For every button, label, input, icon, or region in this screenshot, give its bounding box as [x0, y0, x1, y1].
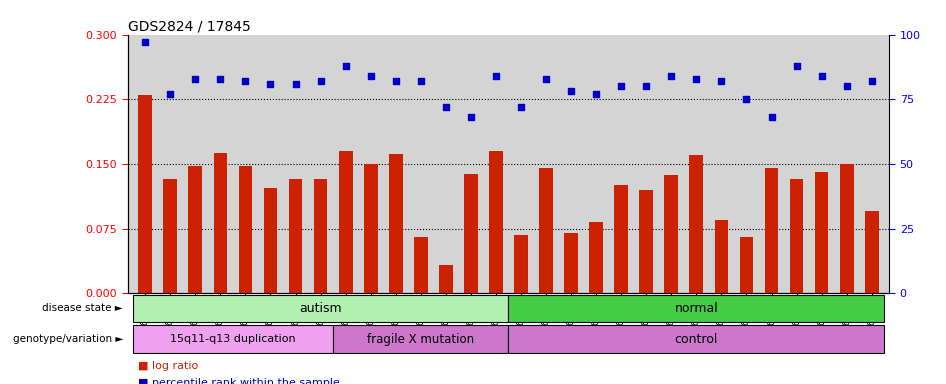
- Bar: [589, 222, 603, 293]
- Bar: [764, 168, 779, 293]
- Point: [714, 78, 729, 84]
- Point: [438, 104, 453, 110]
- Text: disease state ►: disease state ►: [43, 303, 123, 313]
- Bar: [790, 179, 803, 293]
- FancyBboxPatch shape: [132, 295, 509, 322]
- Point: [864, 78, 879, 84]
- Bar: [439, 265, 453, 293]
- Bar: [690, 155, 703, 293]
- Point: [739, 96, 754, 102]
- Point: [564, 88, 579, 94]
- Point: [138, 39, 153, 45]
- Point: [839, 83, 854, 89]
- Text: genotype/variation ►: genotype/variation ►: [12, 334, 123, 344]
- Bar: [639, 190, 653, 293]
- Point: [263, 81, 278, 87]
- Bar: [138, 95, 152, 293]
- Point: [413, 78, 429, 84]
- Point: [514, 104, 529, 110]
- Bar: [464, 174, 478, 293]
- FancyBboxPatch shape: [132, 325, 333, 353]
- Bar: [238, 166, 253, 293]
- Point: [187, 75, 202, 81]
- Bar: [414, 237, 428, 293]
- Text: fragile X mutation: fragile X mutation: [367, 333, 474, 346]
- Point: [237, 78, 253, 84]
- Bar: [714, 220, 728, 293]
- Bar: [489, 151, 503, 293]
- Point: [689, 75, 704, 81]
- Point: [363, 73, 378, 79]
- Bar: [614, 185, 628, 293]
- Bar: [840, 164, 853, 293]
- FancyBboxPatch shape: [333, 325, 509, 353]
- Bar: [514, 235, 528, 293]
- Point: [338, 63, 353, 69]
- Bar: [815, 172, 829, 293]
- Text: autism: autism: [299, 302, 342, 315]
- Point: [614, 83, 629, 89]
- Bar: [188, 166, 202, 293]
- Bar: [664, 175, 678, 293]
- Text: 15q11-q13 duplication: 15q11-q13 duplication: [170, 334, 296, 344]
- Point: [163, 91, 178, 97]
- Bar: [314, 179, 327, 293]
- Bar: [539, 168, 553, 293]
- Point: [213, 75, 228, 81]
- Bar: [164, 179, 177, 293]
- Bar: [740, 237, 753, 293]
- Point: [588, 91, 604, 97]
- Text: control: control: [674, 333, 718, 346]
- Bar: [865, 211, 879, 293]
- Bar: [264, 188, 277, 293]
- Text: ■ log ratio: ■ log ratio: [138, 361, 198, 371]
- Point: [313, 78, 328, 84]
- Point: [815, 73, 830, 79]
- Bar: [214, 153, 227, 293]
- Text: ■ percentile rank within the sample: ■ percentile rank within the sample: [138, 377, 340, 384]
- Bar: [564, 233, 578, 293]
- Point: [664, 73, 679, 79]
- Point: [288, 81, 303, 87]
- Bar: [389, 154, 403, 293]
- Text: GDS2824 / 17845: GDS2824 / 17845: [128, 20, 251, 33]
- Point: [388, 78, 403, 84]
- Point: [488, 73, 503, 79]
- Text: normal: normal: [674, 302, 718, 315]
- FancyBboxPatch shape: [509, 325, 885, 353]
- Bar: [339, 151, 353, 293]
- Point: [464, 114, 479, 121]
- Bar: [364, 164, 377, 293]
- Bar: [289, 179, 303, 293]
- Point: [789, 63, 804, 69]
- Point: [639, 83, 654, 89]
- Point: [764, 114, 780, 121]
- Point: [538, 75, 553, 81]
- FancyBboxPatch shape: [509, 295, 885, 322]
